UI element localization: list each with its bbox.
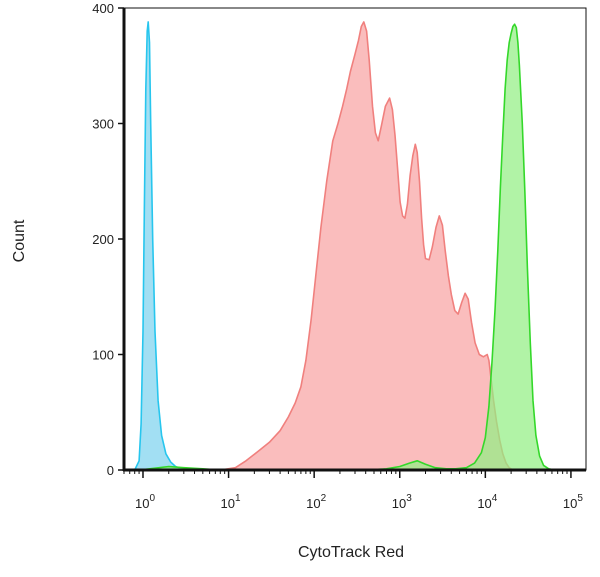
y-tick-label: 0 [107, 463, 114, 478]
x-tick-label: 105 [563, 493, 583, 511]
x-tick-label: 100 [135, 493, 155, 511]
series-layer [133, 21, 556, 471]
x-tick-label: 103 [392, 493, 412, 511]
y-axis-label: Count [11, 219, 28, 262]
series-blue-area [133, 21, 189, 471]
axis-layer: 0 100 200 300 400 100 101 102 103 104 105 [92, 1, 587, 511]
series-red-area [219, 21, 514, 471]
x-axis-label: CytoTrack Red [298, 544, 404, 561]
y-tick-label: 100 [92, 348, 114, 363]
y-tick-label: 300 [92, 117, 114, 132]
x-tick-label: 104 [477, 493, 497, 511]
series-green-area [138, 23, 556, 471]
y-tick-label: 200 [92, 232, 114, 247]
x-tick-label: 101 [221, 493, 241, 511]
x-tick-label: 102 [306, 493, 326, 511]
y-tick-label: 400 [92, 1, 114, 16]
